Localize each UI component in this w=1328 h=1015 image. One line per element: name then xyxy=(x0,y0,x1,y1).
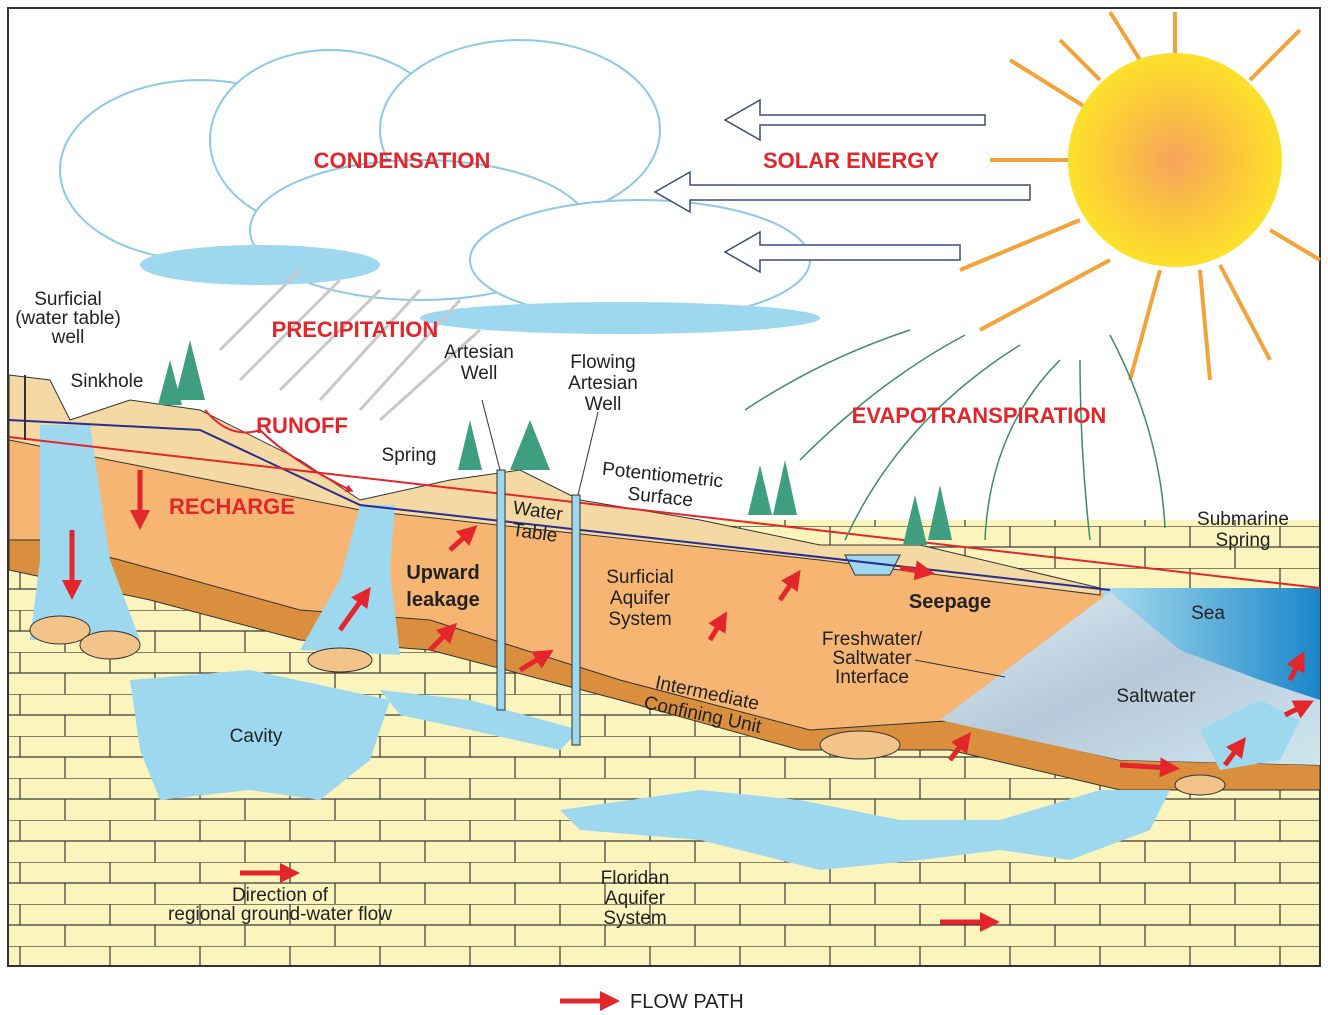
label-line: well xyxy=(51,327,85,348)
label-line: Sinkhole xyxy=(71,371,144,392)
label-line: Interface xyxy=(835,667,909,688)
process-label: EVAPOTRANSPIRATION xyxy=(852,403,1107,428)
artesian-well xyxy=(497,470,505,710)
label-line: Cavity xyxy=(230,726,283,747)
label-line: Well xyxy=(461,363,498,384)
label-line: Direction of xyxy=(232,885,329,906)
label-line: Upward xyxy=(406,562,479,584)
label-line: Aquifer xyxy=(605,888,666,909)
hydrologic-cycle-diagram: CONDENSATION SOLAR ENERGY PRECIPITATION RUN… xyxy=(0,0,1328,1015)
feature-label: WaterTable xyxy=(509,498,565,548)
label-line: regional ground-water flow xyxy=(168,904,392,925)
flowing-artesian-well xyxy=(572,495,580,745)
legend-label: FLOW PATH xyxy=(630,991,744,1013)
label-line: Saltwater xyxy=(832,648,912,669)
label-line: leakage xyxy=(406,589,479,611)
label-line: Artesian xyxy=(568,373,638,394)
sun xyxy=(1068,53,1282,267)
label-line: Aquifer xyxy=(610,588,671,609)
label-line: Artesian xyxy=(444,342,514,363)
label-line: Spring xyxy=(1216,530,1271,551)
label-line: Spring xyxy=(382,445,437,466)
process-label: RECHARGE xyxy=(169,494,295,519)
label-line: (water table) xyxy=(15,308,121,329)
label-line: Freshwater/ xyxy=(822,629,923,650)
label-line: Submarine xyxy=(1197,509,1289,530)
process-label: CONDENSATION xyxy=(314,148,491,173)
label-line: Surficial xyxy=(34,289,102,310)
process-label: PRECIPITATION xyxy=(272,317,439,342)
feature-label: Sinkhole xyxy=(71,371,144,392)
feature-label: Sea xyxy=(1191,603,1225,624)
feature-label: Spring xyxy=(382,445,437,466)
label-line: Sea xyxy=(1191,603,1225,624)
feature-label: Cavity xyxy=(230,726,283,747)
label-line: Well xyxy=(585,394,622,415)
label-line: Seepage xyxy=(909,591,991,613)
feature-label: Seepage xyxy=(909,591,991,613)
label-line: Saltwater xyxy=(1116,686,1196,707)
process-label: RUNOFF xyxy=(256,413,348,438)
feature-label: Saltwater xyxy=(1116,686,1196,707)
label-line: Flowing xyxy=(570,352,635,373)
label-line: Floridan xyxy=(601,868,670,889)
process-label: SOLAR ENERGY xyxy=(763,148,939,173)
label-line: System xyxy=(603,908,666,929)
label-line: Surficial xyxy=(606,567,674,588)
label-line: System xyxy=(608,609,671,630)
